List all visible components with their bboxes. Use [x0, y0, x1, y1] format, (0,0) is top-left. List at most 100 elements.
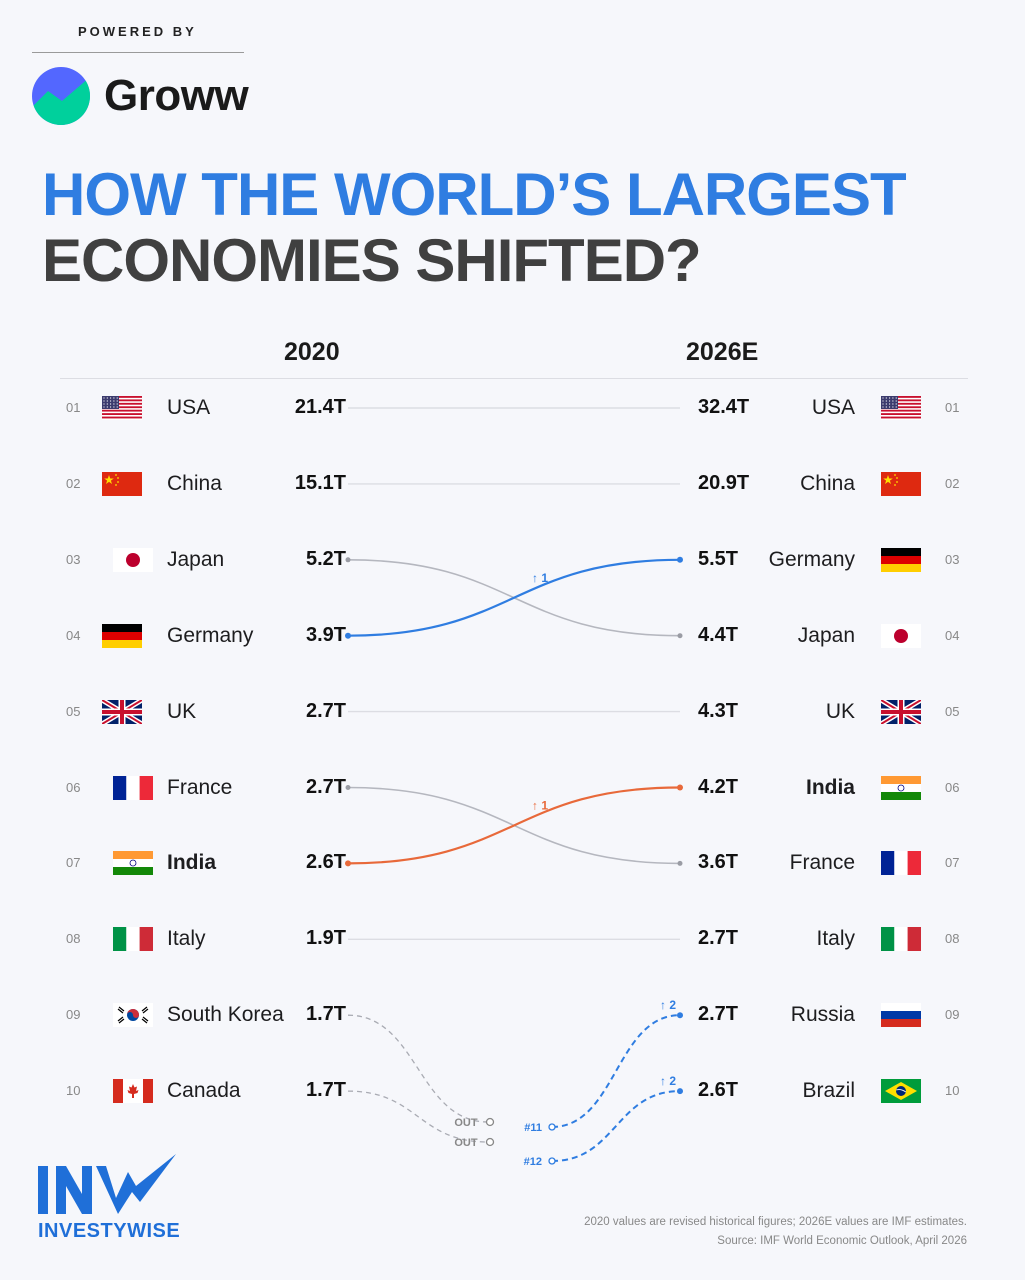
country-name-2026: India — [805, 775, 855, 799]
line-end-dot — [677, 633, 683, 639]
dropped-out-line — [347, 1014, 489, 1123]
gdp-value-2026: 4.3T — [698, 699, 739, 722]
groww-logo-icon — [32, 67, 90, 125]
rank-change-label: ↑ 2 — [660, 998, 676, 1012]
rank-label-left: 10 — [66, 1083, 81, 1099]
country-name-2020: Japan — [167, 547, 225, 571]
country-name-2020: Italy — [167, 927, 206, 951]
india-flag-icon — [881, 775, 921, 800]
rank-label-right: 05 — [945, 703, 960, 719]
new-entry-start-marker — [548, 1157, 556, 1165]
country-name-2026: Russia — [790, 1003, 855, 1027]
line-end-dot — [677, 1012, 683, 1019]
out-label: OUT — [454, 1117, 478, 1129]
country-name-2026: Brazil — [802, 1079, 855, 1103]
country-name-2020: Germany — [167, 623, 254, 647]
gdp-value-2020: 2.7T — [305, 699, 346, 722]
dropped-out-line — [347, 1090, 489, 1143]
groww-brand: Groww — [32, 66, 249, 126]
page-title: HOW THE WORLD’S LARGEST ECONOMIES SHIFTE… — [42, 162, 907, 294]
india-flag-icon — [113, 851, 153, 876]
rank-label-left: 09 — [66, 1007, 81, 1023]
germany-flag-icon — [102, 623, 142, 648]
year-2026-header: 2026E — [686, 338, 759, 366]
country-name-2026: France — [789, 851, 855, 875]
country-name-2026: UK — [825, 699, 855, 723]
rank-change-label: ↑ 1 — [532, 799, 548, 813]
gdp-value-2020: 15.1T — [294, 471, 346, 494]
country-name-2026: China — [800, 471, 855, 495]
gdp-value-2020: 2.7T — [305, 775, 346, 798]
line-end-dot — [677, 1088, 683, 1095]
title-line-2: ECONOMIES SHIFTED? — [42, 227, 702, 294]
country-name-2020: South Korea — [167, 1003, 284, 1027]
dropped-out-marker — [485, 1137, 495, 1147]
gdp-value-2020: 3.9T — [305, 623, 346, 646]
germany-flag-icon — [881, 547, 921, 572]
south-korea-flag-icon — [113, 1003, 153, 1028]
header-divider — [60, 378, 968, 379]
rank-label-right: 04 — [945, 627, 960, 643]
rank-label-left: 08 — [66, 931, 81, 947]
gdp-value-2026: 2.7T — [698, 1003, 739, 1026]
country-name-2020: Canada — [167, 1079, 241, 1103]
country-name-2020: France — [167, 775, 233, 799]
rank-label-right: 01 — [945, 400, 960, 415]
france-flag-icon — [881, 851, 921, 876]
gdp-value-2020: 21.4T — [294, 396, 346, 418]
rank-label-right: 09 — [945, 1007, 960, 1023]
gdp-value-2026: 4.2T — [698, 775, 739, 798]
gdp-value-2020: 2.6T — [305, 851, 346, 874]
line-end-dot — [345, 785, 351, 790]
line-end-dot — [345, 860, 351, 867]
rank-label-right: 03 — [945, 551, 960, 567]
new-entry-line — [551, 1014, 681, 1128]
gdp-value-2026: 3.6T — [698, 851, 739, 874]
gdp-value-2020: 1.7T — [305, 1079, 346, 1102]
gdp-value-2020: 1.7T — [305, 1003, 346, 1026]
line-end-dot — [677, 860, 683, 866]
canada-flag-icon — [113, 1079, 153, 1104]
new-entry-start-marker — [548, 1123, 556, 1131]
powered-by-label: POWERED BY — [78, 24, 197, 39]
usa-flag-icon — [881, 396, 921, 420]
out-label: OUT — [454, 1137, 478, 1149]
france-flag-icon — [113, 775, 153, 800]
line-end-dot — [345, 557, 351, 563]
line-end-dot — [677, 556, 683, 563]
china-flag-icon — [102, 471, 142, 496]
brazil-flag-icon — [881, 1079, 921, 1104]
rank-up-line — [347, 558, 681, 637]
line-end-dot — [677, 784, 683, 791]
rank-label-right: 07 — [945, 855, 960, 871]
gdp-value-2026: 32.4T — [698, 396, 750, 418]
prior-rank-label: #12 — [524, 1156, 542, 1168]
footnote: 2020 values are revised historical figur… — [584, 1213, 967, 1251]
footnote-line-2: Source: IMF World Economic Outlook, Apri… — [717, 1235, 967, 1247]
dropped-out-marker — [485, 1117, 495, 1127]
gdp-value-2026: 2.7T — [698, 927, 739, 950]
country-name-2026: Japan — [797, 623, 855, 647]
rank-label-left: 05 — [66, 703, 81, 719]
country-name-2026: Italy — [816, 927, 855, 951]
rank-label-left: 07 — [66, 855, 81, 871]
new-entry-line — [551, 1090, 681, 1162]
rank-label-right: 06 — [945, 779, 960, 795]
prior-rank-label: #11 — [524, 1122, 542, 1134]
italy-flag-icon — [881, 927, 921, 952]
brand-name: Groww — [104, 71, 249, 120]
japan-flag-icon — [113, 547, 153, 572]
rank-label-right: 10 — [945, 1083, 960, 1099]
footnote-line-1: 2020 values are revised historical figur… — [584, 1216, 967, 1228]
china-flag-icon — [881, 471, 921, 496]
gdp-value-2026: 2.6T — [698, 1079, 739, 1102]
rank-label-left: 06 — [66, 779, 81, 795]
country-name-2026: Germany — [768, 547, 855, 571]
japan-flag-icon — [881, 623, 921, 648]
gdp-value-2026: 20.9T — [698, 471, 750, 494]
country-name-2020: USA — [167, 396, 211, 419]
investywise-logo-icon — [38, 1154, 176, 1214]
country-name-2026: USA — [811, 396, 855, 419]
uk-flag-icon — [879, 697, 923, 726]
